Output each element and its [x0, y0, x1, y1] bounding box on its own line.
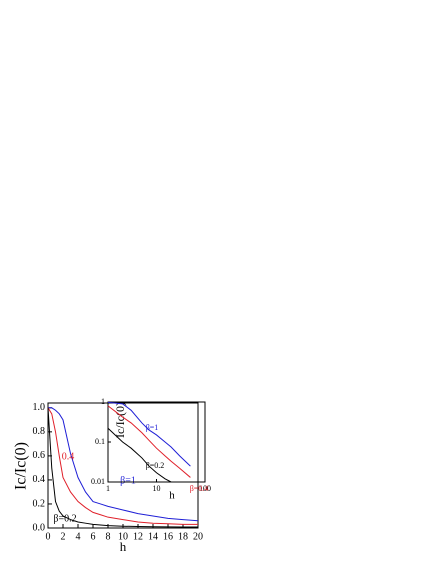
- x-tick-label: 6: [91, 531, 96, 542]
- series-label: β=0.2: [53, 513, 76, 524]
- y-tick-label: 0.0: [33, 522, 46, 533]
- series-line: [107, 427, 172, 483]
- x-tick-label: 18: [178, 531, 188, 542]
- x-tick-label: 14: [148, 531, 158, 542]
- series-label: 0.4: [62, 451, 75, 462]
- x-tick-label: 2: [61, 531, 66, 542]
- y-axis-label: Ic/Ic(0): [13, 442, 30, 490]
- y-tick-label: 0.2: [33, 498, 46, 509]
- series-line: [107, 401, 191, 467]
- x-tick-label: 4: [76, 531, 81, 542]
- x-tick-label: 12: [133, 531, 143, 542]
- series-line: [47, 407, 198, 525]
- x-tick-label: 20: [193, 531, 203, 542]
- x-tick-label: 8: [106, 531, 111, 542]
- series-line: [107, 405, 191, 478]
- x-tick-label: 10: [153, 484, 161, 493]
- y-tick-label: 0.01: [91, 477, 105, 486]
- x-axis-label: h: [120, 539, 127, 554]
- x-tick-label: 1: [106, 484, 110, 493]
- y-tick-label: 0.8: [33, 426, 46, 437]
- y-tick-label: 1: [101, 397, 105, 406]
- x-tick-label: 16: [163, 531, 173, 542]
- series-line: [47, 407, 198, 528]
- x-tick-label: 100: [199, 484, 211, 493]
- series-label: β=0.2: [146, 461, 165, 470]
- y-axis-label: Ic/Ic(0): [113, 402, 127, 438]
- series-line: [48, 407, 199, 522]
- series-label: β=0.4: [190, 484, 209, 493]
- x-tick-label: 10: [118, 531, 128, 542]
- y-tick-label: 0.6: [33, 450, 46, 461]
- y-tick-label: 0.4: [33, 474, 46, 485]
- series-label: β=1: [146, 423, 159, 432]
- y-tick-label: 0.1: [95, 437, 105, 446]
- x-tick-label: 0: [46, 531, 51, 542]
- x-axis-label: h: [169, 490, 175, 502]
- y-tick-label: 1.0: [33, 402, 46, 413]
- series-label: β=1: [120, 475, 136, 486]
